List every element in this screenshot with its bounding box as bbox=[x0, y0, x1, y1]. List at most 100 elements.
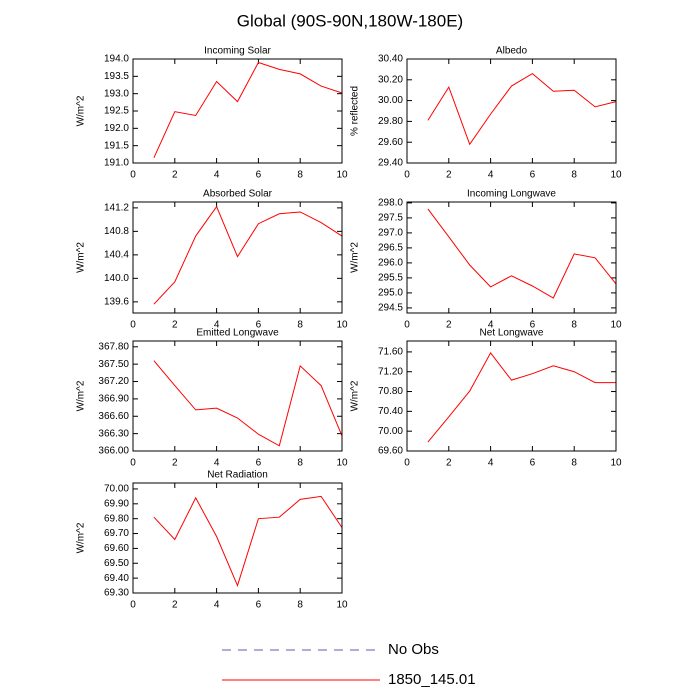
y-tick-label: 298.0 bbox=[378, 198, 403, 209]
y-tick-label: 193.5 bbox=[104, 71, 129, 82]
y-axis-label: W/m^2 bbox=[350, 242, 361, 273]
y-tick-label: 140.4 bbox=[104, 249, 129, 260]
x-tick-label: 2 bbox=[446, 320, 452, 331]
y-tick-label: 29.60 bbox=[378, 137, 403, 148]
data-line bbox=[427, 208, 617, 299]
plot-frame bbox=[132, 58, 343, 164]
y-tick-label: 69.30 bbox=[104, 588, 129, 599]
y-tick-label: 69.60 bbox=[378, 446, 403, 457]
data-line bbox=[427, 351, 616, 443]
figure-title: Global (90S-90N,180W-180E) bbox=[237, 11, 463, 30]
y-tick-label: 296.0 bbox=[378, 258, 403, 269]
y-tick-label: 30.00 bbox=[378, 95, 403, 106]
x-tick-label: 10 bbox=[610, 458, 622, 469]
x-tick-label: 2 bbox=[446, 458, 452, 469]
plot-frame bbox=[132, 340, 343, 452]
x-tick-label: 0 bbox=[404, 320, 410, 331]
y-tick-label: 69.60 bbox=[104, 543, 129, 554]
panel-title: Absorbed Solar bbox=[203, 189, 273, 200]
x-tick-label: 4 bbox=[214, 458, 220, 469]
y-tick-label: 69.80 bbox=[104, 513, 129, 524]
y-tick-label: 367.80 bbox=[98, 341, 129, 352]
y-tick-label: 366.60 bbox=[98, 411, 129, 422]
x-tick-label: 0 bbox=[404, 458, 410, 469]
x-tick-label: 6 bbox=[256, 170, 262, 181]
x-tick-label: 8 bbox=[297, 600, 303, 611]
y-tick-label: 30.40 bbox=[378, 54, 403, 65]
y-tick-label: 295.0 bbox=[378, 288, 403, 299]
y-tick-label: 69.70 bbox=[104, 528, 129, 539]
panel-title: Net Longwave bbox=[480, 328, 544, 339]
panel-title: Net Radiation bbox=[207, 470, 268, 481]
y-tick-label: 191.5 bbox=[104, 140, 129, 151]
x-tick-label: 4 bbox=[488, 458, 494, 469]
x-tick-label: 2 bbox=[172, 320, 178, 331]
y-tick-label: 297.0 bbox=[378, 228, 403, 239]
x-tick-label: 8 bbox=[297, 170, 303, 181]
y-tick-label: 194.0 bbox=[104, 54, 129, 65]
x-tick-label: 0 bbox=[130, 600, 136, 611]
x-tick-label: 0 bbox=[130, 170, 136, 181]
x-tick-label: 10 bbox=[336, 458, 348, 469]
plot-frame bbox=[132, 201, 343, 314]
panel-title: Emitted Longwave bbox=[196, 328, 279, 339]
y-tick-label: 69.50 bbox=[104, 558, 129, 569]
y-tick-label: 29.40 bbox=[378, 158, 403, 169]
x-tick-label: 6 bbox=[256, 320, 262, 331]
y-tick-label: 69.40 bbox=[104, 573, 129, 584]
x-tick-label: 10 bbox=[336, 600, 348, 611]
x-tick-label: 6 bbox=[530, 170, 536, 181]
x-tick-label: 10 bbox=[610, 320, 622, 331]
x-tick-label: 4 bbox=[214, 600, 220, 611]
x-tick-label: 0 bbox=[130, 320, 136, 331]
y-tick-label: 69.90 bbox=[104, 498, 129, 509]
y-tick-label: 29.80 bbox=[378, 116, 403, 127]
x-tick-label: 4 bbox=[488, 320, 494, 331]
y-axis-label: W/m^2 bbox=[76, 522, 87, 553]
y-tick-label: 295.5 bbox=[378, 273, 403, 284]
y-tick-label: 141.2 bbox=[104, 203, 129, 214]
y-tick-label: 30.20 bbox=[378, 74, 403, 85]
y-tick-label: 139.6 bbox=[104, 296, 129, 307]
data-line bbox=[427, 72, 617, 146]
plot-frame bbox=[406, 201, 617, 314]
x-tick-label: 2 bbox=[172, 170, 178, 181]
x-tick-label: 8 bbox=[571, 170, 577, 181]
x-tick-label: 10 bbox=[336, 320, 348, 331]
data-line bbox=[153, 205, 343, 305]
x-tick-label: 6 bbox=[256, 458, 262, 469]
x-tick-label: 10 bbox=[336, 170, 348, 181]
x-tick-label: 4 bbox=[488, 170, 494, 181]
panel-title: Incoming Longwave bbox=[467, 189, 556, 200]
y-tick-label: 294.5 bbox=[378, 303, 403, 314]
y-tick-label: 70.40 bbox=[378, 406, 403, 417]
panel-title: Incoming Solar bbox=[204, 46, 271, 57]
x-tick-label: 8 bbox=[297, 320, 303, 331]
y-tick-label: 193.0 bbox=[104, 88, 129, 99]
y-tick-label: 70.00 bbox=[104, 484, 129, 495]
x-tick-label: 10 bbox=[610, 170, 622, 181]
plot-frame bbox=[406, 340, 617, 452]
x-tick-label: 4 bbox=[214, 170, 220, 181]
x-tick-label: 2 bbox=[172, 458, 178, 469]
y-tick-label: 296.5 bbox=[378, 243, 403, 254]
y-axis-label: W/m^2 bbox=[76, 242, 87, 273]
y-axis-label: % reflected bbox=[350, 86, 361, 136]
y-tick-label: 70.80 bbox=[378, 386, 403, 397]
y-tick-label: 367.20 bbox=[98, 376, 129, 387]
x-tick-label: 6 bbox=[530, 458, 536, 469]
y-tick-label: 366.00 bbox=[98, 446, 129, 457]
x-tick-label: 0 bbox=[404, 170, 410, 181]
y-tick-label: 140.8 bbox=[104, 226, 129, 237]
legend-label: 1850_145.01 bbox=[388, 671, 476, 688]
panel-title: Albedo bbox=[496, 46, 528, 57]
x-tick-label: 4 bbox=[214, 320, 220, 331]
y-tick-label: 297.5 bbox=[378, 213, 403, 224]
x-tick-label: 8 bbox=[571, 458, 577, 469]
data-line bbox=[153, 495, 343, 588]
y-tick-label: 191.0 bbox=[104, 158, 129, 169]
data-line bbox=[153, 61, 343, 159]
x-tick-label: 6 bbox=[530, 320, 536, 331]
